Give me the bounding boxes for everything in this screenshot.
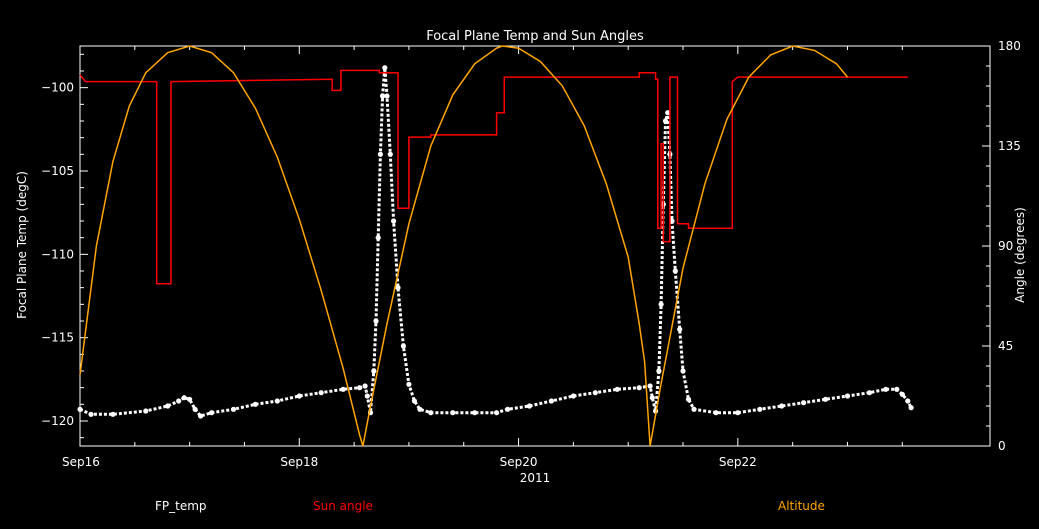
y-left-tick-label: −110 xyxy=(41,247,74,261)
x-tick-label: Sep22 xyxy=(719,455,757,469)
x-axis-label: 2011 xyxy=(520,471,551,485)
x-tick-label: Sep18 xyxy=(280,455,318,469)
series-line-altitude xyxy=(79,45,849,447)
series-layer xyxy=(77,45,914,447)
legend-item-fp-temp: FP_temp xyxy=(155,499,207,513)
y-left-tick-label: −105 xyxy=(41,164,74,178)
series-line-sun-angle xyxy=(79,69,908,285)
y-right-tick-label: 0 xyxy=(998,439,1006,453)
y-right-tick-label: 90 xyxy=(998,239,1013,253)
y-left-tick-label: −115 xyxy=(41,331,74,345)
legend-item-altitude: Altitude xyxy=(778,499,825,513)
chart-title: Focal Plane Temp and Sun Angles xyxy=(426,29,644,44)
x-tick-label: Sep16 xyxy=(62,455,100,469)
x-tick-label: Sep20 xyxy=(500,455,538,469)
y-right-tick-label: 180 xyxy=(998,39,1021,53)
axis-tick-labels: Sep16 Sep18 Sep20 Sep22 −100 −105 −110 −115 −120… xyxy=(41,39,1021,469)
y-left-tick-label: −120 xyxy=(41,414,74,428)
y-axis-label-left: Focal Plane Temp (degC) xyxy=(15,171,29,319)
legend: FP_temp Sun angle Altitude xyxy=(155,499,825,513)
y-right-tick-label: 135 xyxy=(998,139,1021,153)
y-left-tick-label: −100 xyxy=(41,81,74,95)
y-right-tick-label: 45 xyxy=(998,339,1013,353)
legend-item-sun-angle: Sun angle xyxy=(313,499,373,513)
series-points-fp-temp xyxy=(77,65,914,419)
y-axis-label-right: Angle (degrees) xyxy=(1013,207,1027,303)
